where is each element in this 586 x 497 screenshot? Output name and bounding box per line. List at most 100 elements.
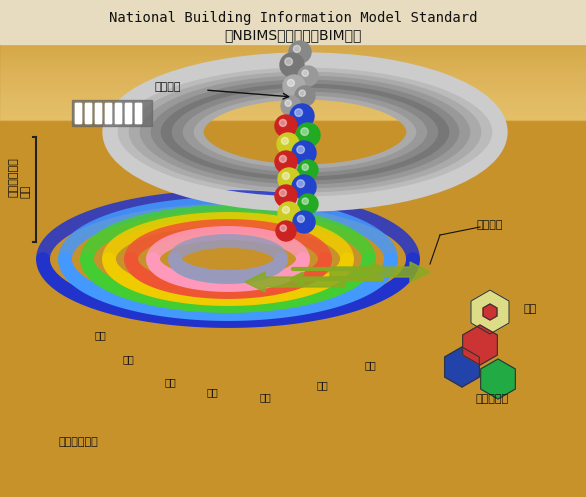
Bar [0, 49, 586, 50]
Bar [0, 114, 586, 115]
Circle shape [281, 137, 288, 145]
Circle shape [275, 115, 297, 137]
Bar [0, 16, 586, 17]
Bar [0, 22, 586, 23]
Bar [0, 89, 586, 90]
Bar [0, 35, 586, 36]
Bar [0, 45, 586, 46]
Bar [0, 85, 586, 86]
Bar [0, 81, 586, 82]
Bar [0, 92, 586, 93]
Bar [0, 100, 586, 101]
Bar [75, 103, 81, 123]
Bar [0, 28, 586, 29]
Bar [0, 93, 586, 94]
Bar [0, 0, 586, 44]
Circle shape [298, 215, 305, 223]
Bar [0, 54, 586, 55]
Bar [0, 5, 586, 6]
Text: National Building Information Model Standard: National Building Information Model Stan… [109, 11, 477, 25]
Bar [0, 0, 586, 1]
Text: 生命周期阶段: 生命周期阶段 [58, 437, 98, 447]
Bar [0, 84, 586, 85]
Polygon shape [245, 272, 345, 292]
Bar [0, 87, 586, 88]
Bar [0, 24, 586, 25]
Bar [0, 115, 586, 116]
Circle shape [292, 175, 316, 199]
Text: 恢复: 恢复 [316, 380, 328, 390]
Bar [0, 103, 586, 104]
Bar [0, 29, 586, 30]
Bar [0, 43, 586, 44]
Bar [0, 47, 586, 48]
Circle shape [292, 141, 316, 165]
Circle shape [297, 180, 305, 187]
Circle shape [280, 119, 287, 126]
Circle shape [302, 164, 308, 170]
Bar [0, 64, 586, 65]
Circle shape [285, 58, 292, 66]
Bar [0, 105, 586, 106]
Circle shape [302, 198, 308, 204]
Bar [0, 71, 586, 72]
Bar [0, 116, 586, 117]
Bar [0, 2, 586, 3]
Text: 构廻: 构廻 [94, 330, 106, 340]
Circle shape [302, 70, 308, 77]
Bar [0, 33, 586, 34]
Circle shape [294, 45, 301, 53]
Bar [0, 107, 586, 108]
Circle shape [276, 221, 296, 241]
Bar [0, 37, 586, 38]
Bar [0, 111, 586, 112]
Bar [0, 117, 586, 118]
Bar [0, 56, 586, 57]
Bar [0, 61, 586, 62]
Bar [0, 112, 586, 113]
Bar [0, 62, 586, 63]
Bar [0, 12, 586, 13]
Circle shape [282, 172, 289, 179]
Bar [0, 38, 586, 39]
Circle shape [282, 206, 289, 213]
Text: 业主: 业主 [523, 304, 537, 314]
Text: 信息中心: 信息中心 [155, 82, 181, 92]
Circle shape [280, 156, 287, 163]
Text: 信息量随时间: 信息量随时间 [9, 157, 19, 197]
Bar [95, 103, 101, 123]
Circle shape [277, 133, 299, 155]
Bar [0, 60, 586, 61]
Bar [0, 23, 586, 24]
Text: 设计: 设计 [164, 377, 176, 387]
Bar [75, 103, 81, 123]
Bar [0, 21, 586, 22]
Text: 监工: 监工 [206, 387, 218, 397]
Circle shape [275, 185, 297, 207]
Bar [125, 103, 131, 123]
Bar [0, 63, 586, 64]
Bar [0, 86, 586, 87]
Bar [0, 76, 586, 77]
Circle shape [278, 168, 300, 190]
Bar [0, 42, 586, 43]
Bar [0, 13, 586, 14]
Bar [0, 108, 586, 109]
Bar [0, 40, 586, 41]
Bar [0, 66, 586, 67]
Bar [0, 32, 586, 33]
Circle shape [287, 80, 294, 86]
Circle shape [289, 41, 311, 63]
Circle shape [283, 75, 305, 97]
Circle shape [275, 151, 297, 173]
Bar [0, 53, 586, 54]
Text: 工程项目组: 工程项目组 [475, 394, 509, 404]
Bar [0, 97, 586, 98]
Bar [0, 17, 586, 18]
Bar [0, 7, 586, 8]
Bar [115, 103, 121, 123]
Circle shape [296, 123, 320, 147]
Bar [0, 119, 586, 120]
Circle shape [298, 160, 318, 180]
Text: 规划: 规划 [122, 354, 134, 364]
